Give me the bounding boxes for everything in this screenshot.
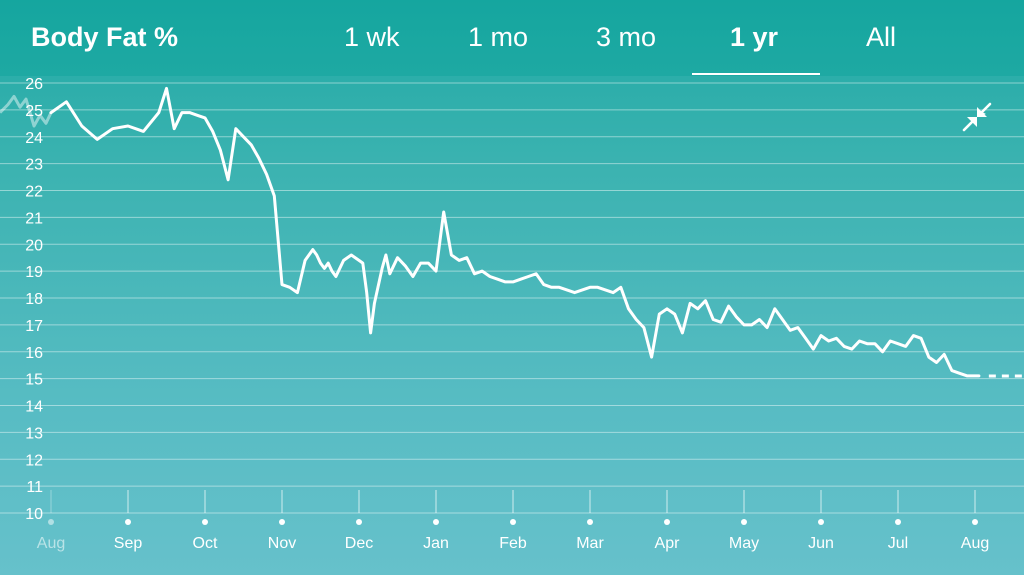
x-tick-dot bbox=[587, 519, 593, 525]
x-tick-dot bbox=[48, 519, 54, 525]
x-tick-dot bbox=[125, 519, 131, 525]
early-trend-line bbox=[0, 94, 53, 128]
y-tick-label: 16 bbox=[25, 345, 43, 362]
x-tick-dot bbox=[818, 519, 824, 525]
x-tick-label: Dec bbox=[345, 535, 373, 552]
x-tick-dot bbox=[895, 519, 901, 525]
x-tick-dot bbox=[433, 519, 439, 525]
x-tick-label: Feb bbox=[499, 535, 527, 552]
tab-1-year[interactable]: 1 yr bbox=[730, 22, 779, 52]
x-tick-dot bbox=[279, 519, 285, 525]
y-tick-label: 17 bbox=[25, 318, 43, 335]
x-tick-label: Jul bbox=[888, 535, 908, 552]
y-tick-label: 15 bbox=[25, 372, 43, 389]
x-tick-label: Aug bbox=[37, 535, 65, 552]
y-tick-label: 23 bbox=[25, 157, 43, 174]
y-tick-label: 11 bbox=[26, 479, 43, 496]
y-tick-label: 26 bbox=[25, 76, 43, 93]
y-tick-label: 14 bbox=[25, 399, 43, 416]
x-tick-dot bbox=[664, 519, 670, 525]
x-tick-dot bbox=[202, 519, 208, 525]
y-tick-label: 19 bbox=[25, 264, 43, 281]
x-tick-dot bbox=[972, 519, 978, 525]
y-tick-label: 12 bbox=[25, 452, 43, 469]
x-tick-label: Aug bbox=[961, 535, 989, 552]
x-tick-label: Apr bbox=[655, 535, 681, 552]
collapse-button[interactable] bbox=[960, 100, 994, 134]
x-tick-dot bbox=[510, 519, 516, 525]
tab-all[interactable]: All bbox=[866, 22, 897, 52]
active-tab-indicator bbox=[692, 73, 820, 75]
x-tick-dot bbox=[356, 519, 362, 525]
y-tick-label: 24 bbox=[25, 130, 43, 147]
x-tick-label: Jun bbox=[808, 535, 834, 552]
collapse-arrows-icon bbox=[962, 102, 992, 132]
tab-3-months[interactable]: 3 mo bbox=[596, 22, 657, 52]
x-tick-dot bbox=[741, 519, 747, 525]
y-tick-label: 18 bbox=[25, 291, 43, 308]
y-tick-label: 13 bbox=[25, 425, 43, 442]
y-tick-label: 20 bbox=[25, 237, 43, 254]
page-title: Body Fat % bbox=[31, 22, 179, 52]
tab-1-week[interactable]: 1 wk bbox=[344, 22, 400, 52]
x-tick-label: Sep bbox=[114, 535, 143, 552]
x-tick-label: Jan bbox=[423, 535, 449, 552]
y-tick-label: 22 bbox=[25, 184, 43, 201]
x-tick-label: May bbox=[729, 535, 759, 552]
tab-1-month[interactable]: 1 mo bbox=[468, 22, 529, 52]
y-tick-label: 21 bbox=[25, 210, 43, 227]
x-tick-label: Nov bbox=[268, 535, 296, 552]
y-tick-label: 10 bbox=[25, 506, 43, 523]
y-tick-label: 25 bbox=[25, 103, 43, 120]
top-header-bar: Body Fat % 1 wk 1 mo 3 mo 1 yr All bbox=[0, 0, 1024, 76]
x-tick-label: Mar bbox=[576, 535, 604, 552]
x-tick-label: Oct bbox=[193, 535, 218, 552]
body-fat-series-line bbox=[49, 86, 981, 378]
